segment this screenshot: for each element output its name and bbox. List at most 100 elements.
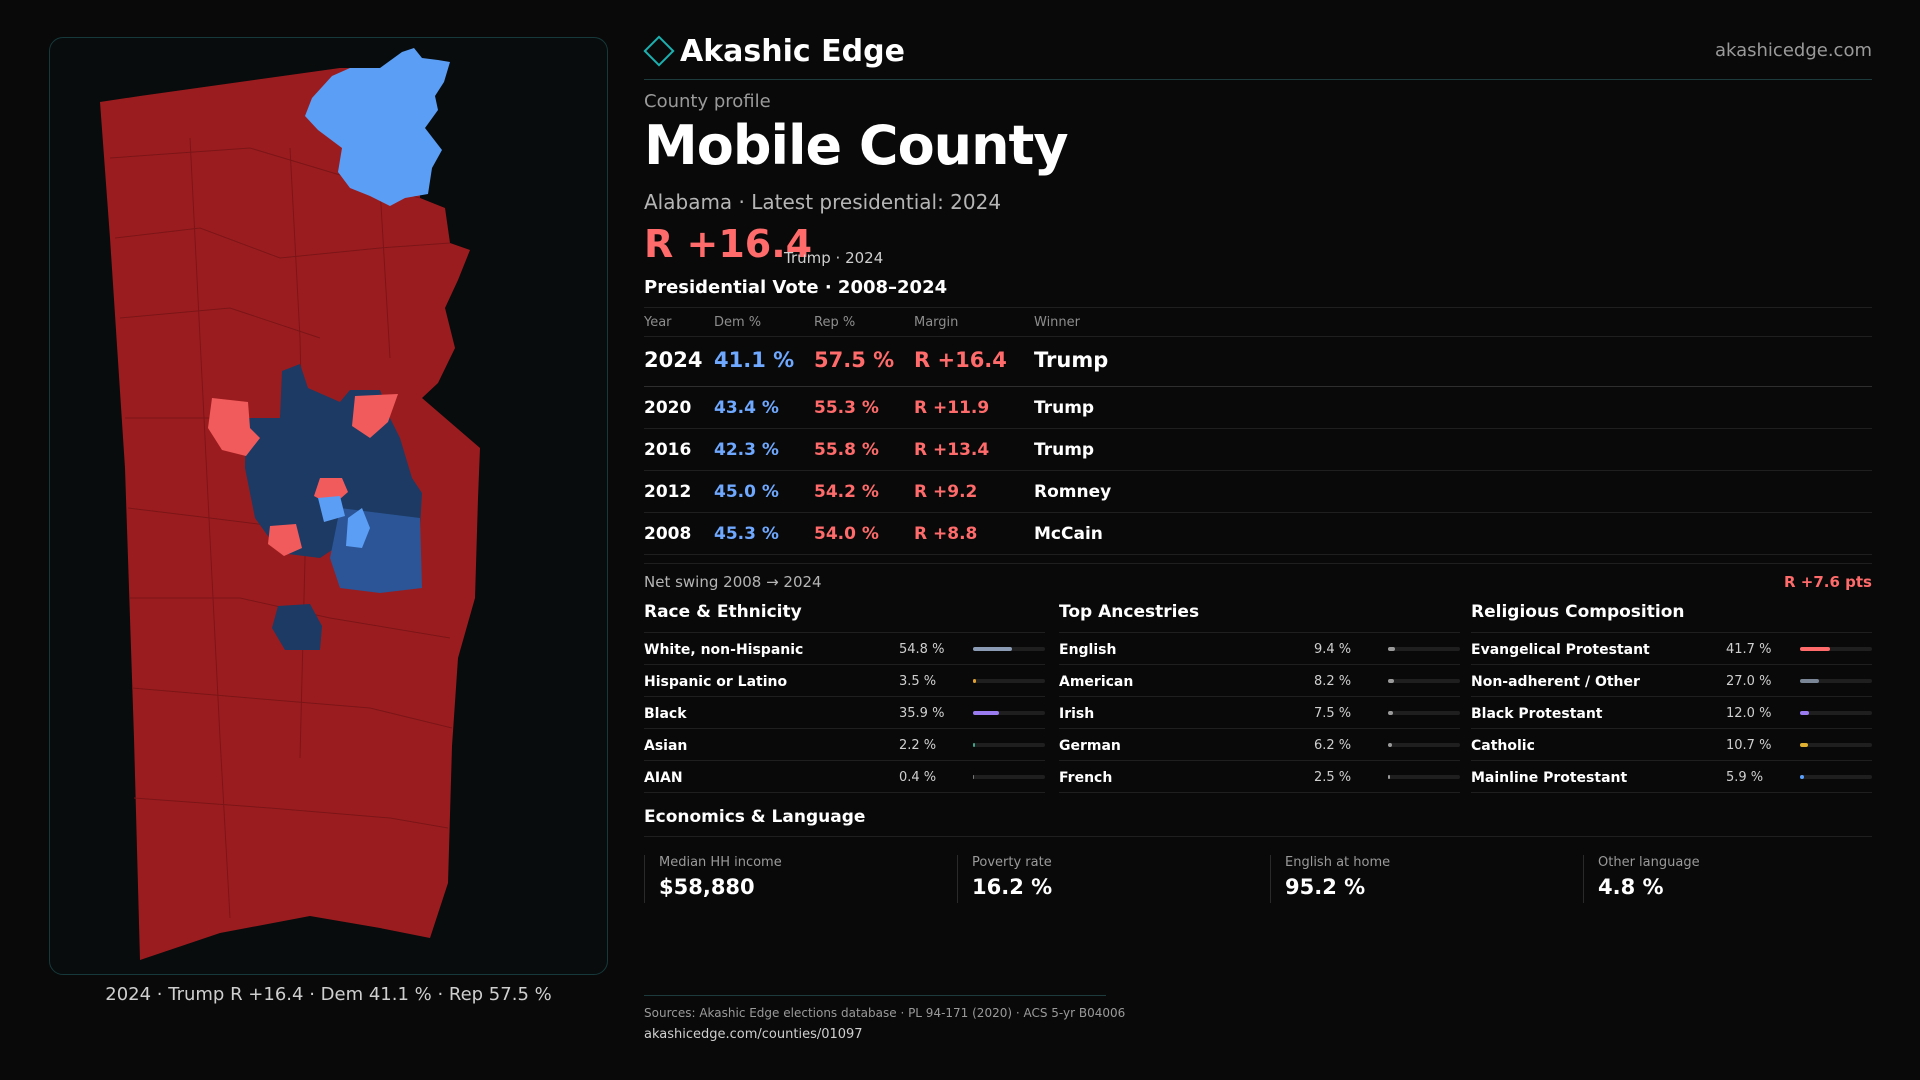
vote-table: Year Dem % Rep % Margin Winner 2024 41.1… xyxy=(644,307,1872,555)
list-item: Black 35.9 % xyxy=(644,697,1045,729)
demo-value: 2.5 % xyxy=(1314,770,1352,785)
econ-value: 95.2 % xyxy=(1285,875,1366,899)
demo-bar-track xyxy=(1800,679,1872,683)
list-item: Catholic 10.7 % xyxy=(1471,729,1872,761)
vote-margin: R +11.9 xyxy=(914,398,990,418)
vote-rep: 57.5 % xyxy=(814,348,895,372)
map-region-south-dem xyxy=(272,604,322,650)
vote-year: 2016 xyxy=(644,440,692,460)
sources-url-link[interactable]: akashicedge.com/counties/01097 xyxy=(644,1027,863,1042)
sources-footer: Sources: Akashic Edge elections database… xyxy=(644,995,1125,1042)
table-row: 2020 43.4 % 55.3 % R +11.9 Trump xyxy=(644,387,1872,429)
list-item: Black Protestant 12.0 % xyxy=(1471,697,1872,729)
map-region-lean-dem-center xyxy=(318,496,345,522)
brand-url-link[interactable]: akashicedge.com xyxy=(1714,40,1872,61)
diamond-logo-icon xyxy=(643,35,675,67)
header-margin: Margin xyxy=(914,315,959,330)
demo-bar-fill xyxy=(1388,679,1394,683)
table-row: 2016 42.3 % 55.8 % R +13.4 Trump xyxy=(644,429,1872,471)
econ-card-other-language: Other language 4.8 % xyxy=(1583,855,1873,903)
demo-value: 7.5 % xyxy=(1314,706,1352,721)
list-item: White, non-Hispanic 54.8 % xyxy=(644,633,1045,665)
list-item: Asian 2.2 % xyxy=(644,729,1045,761)
map-region-north-dem xyxy=(305,48,450,206)
demo-bar-fill xyxy=(973,647,1013,651)
page-title: Mobile County xyxy=(644,114,1069,177)
demo-bar-track xyxy=(1800,647,1872,651)
demo-name: French xyxy=(1059,770,1113,786)
econ-value: $58,880 xyxy=(659,875,755,899)
list-item: AIAN 0.4 % xyxy=(644,761,1045,793)
religion-list: Evangelical Protestant 41.7 % Non-adhere… xyxy=(1471,632,1872,793)
map-region-east-dem xyxy=(330,508,422,593)
vote-dem: 45.3 % xyxy=(714,524,779,544)
demo-bar-track xyxy=(973,679,1045,683)
vote-year: 2020 xyxy=(644,398,692,418)
demo-bar-fill xyxy=(973,775,975,779)
map-region-lean-rep-west xyxy=(208,398,260,456)
net-swing-label: Net swing 2008 → 2024 xyxy=(644,573,822,591)
vote-dem: 41.1 % xyxy=(714,348,795,372)
demo-bar-fill xyxy=(1388,647,1395,651)
demo-name: Mainline Protestant xyxy=(1471,770,1628,786)
demo-bar-track xyxy=(1800,775,1872,779)
county-map-panel xyxy=(49,37,608,975)
vote-winner: Trump xyxy=(1034,440,1095,460)
econ-card-english: English at home 95.2 % xyxy=(1270,855,1560,903)
brand-name: Akashic Edge xyxy=(680,34,905,69)
county-precinct-map xyxy=(100,48,480,960)
list-item: French 2.5 % xyxy=(1059,761,1460,793)
econ-card-poverty: Poverty rate 16.2 % xyxy=(957,855,1247,903)
county-profile: Akashic Edge akashicedge.com County prof… xyxy=(643,0,1873,1080)
demo-bar-fill xyxy=(973,679,976,683)
econ-value: 4.8 % xyxy=(1598,875,1664,899)
list-item: Evangelical Protestant 41.7 % xyxy=(1471,633,1872,665)
list-item: Non-adherent / Other 27.0 % xyxy=(1471,665,1872,697)
demo-bar-track xyxy=(1388,711,1460,715)
demo-name: English xyxy=(1059,642,1117,658)
map-region-lean-rep-north xyxy=(352,394,398,438)
header-winner: Winner xyxy=(1034,315,1081,330)
demo-name: Catholic xyxy=(1471,738,1535,754)
demo-bar-fill xyxy=(1388,775,1390,779)
demo-name: German xyxy=(1059,738,1121,754)
econ-label: English at home xyxy=(1285,855,1391,870)
religion-title: Religious Composition xyxy=(1471,602,1685,622)
demo-value: 2.2 % xyxy=(899,738,937,753)
demo-name: Non-adherent / Other xyxy=(1471,674,1640,690)
race-list: White, non-Hispanic 54.8 % Hispanic or L… xyxy=(644,632,1045,793)
demo-value: 27.0 % xyxy=(1726,674,1772,689)
econ-label: Other language xyxy=(1598,855,1700,870)
page-subtitle: Alabama · Latest presidential: 2024 xyxy=(644,190,1002,214)
demo-value: 0.4 % xyxy=(899,770,937,785)
demo-bar-track xyxy=(1800,743,1872,747)
econ-title: Economics & Language xyxy=(644,807,866,827)
econ-card-income: Median HH income $58,880 xyxy=(644,855,934,903)
demo-name: Asian xyxy=(644,738,688,754)
list-item: Irish 7.5 % xyxy=(1059,697,1460,729)
profile-eyebrow: County profile xyxy=(644,91,771,112)
list-item: German 6.2 % xyxy=(1059,729,1460,761)
vote-margin: R +16.4 xyxy=(914,348,1007,372)
vote-margin: R +13.4 xyxy=(914,440,990,460)
econ-divider xyxy=(644,836,1872,837)
demo-value: 6.2 % xyxy=(1314,738,1352,753)
vote-margin: R +9.2 xyxy=(914,482,978,502)
vote-dem: 42.3 % xyxy=(714,440,779,460)
demo-name: American xyxy=(1059,674,1134,690)
list-item: English 9.4 % xyxy=(1059,633,1460,665)
demo-value: 12.0 % xyxy=(1726,706,1772,721)
demo-name: AIAN xyxy=(644,770,683,786)
vote-rep: 54.2 % xyxy=(814,482,879,502)
demo-bar-track xyxy=(973,743,1045,747)
net-swing-value: R +7.6 pts xyxy=(1784,573,1872,591)
demo-bar-track xyxy=(1388,775,1460,779)
demo-name: Black Protestant xyxy=(1471,706,1603,722)
map-region-lean-rep-south xyxy=(268,524,302,556)
list-item: Mainline Protestant 5.9 % xyxy=(1471,761,1872,793)
vote-winner: Trump xyxy=(1034,398,1095,418)
vote-rep: 55.3 % xyxy=(814,398,879,418)
ancestry-list: English 9.4 % American 8.2 % Irish 7.5 %… xyxy=(1059,632,1460,793)
net-swing-row: Net swing 2008 → 2024 R +7.6 pts xyxy=(644,563,1872,593)
demo-bar-track xyxy=(1800,711,1872,715)
